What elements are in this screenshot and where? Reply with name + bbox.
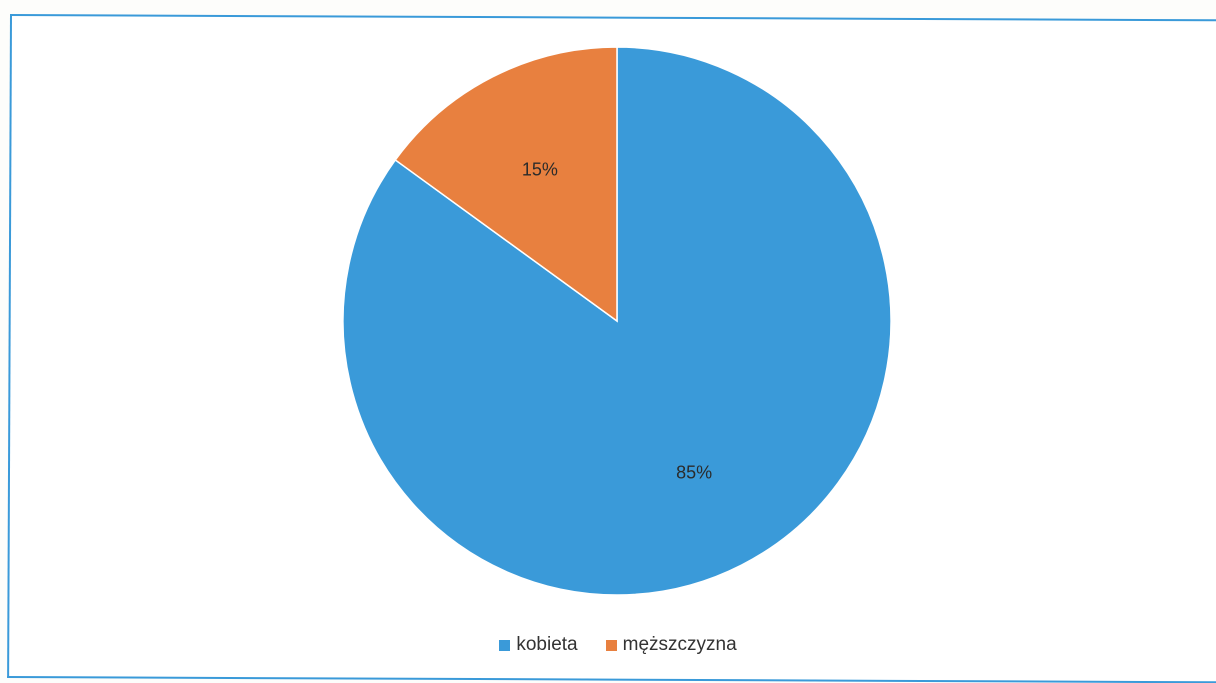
data-label-kobieta: 85%	[676, 462, 712, 482]
legend: kobieta męższczyzna	[0, 634, 1216, 656]
legend-item-mezszczyzna: męższczyzna	[605, 634, 737, 656]
legend-label-kobieta: kobieta	[516, 634, 578, 655]
legend-label-mezszczyzna: męższczyzna	[622, 634, 737, 655]
legend-item-kobieta: kobieta	[499, 634, 578, 656]
data-label-mezszczyzna: 15%	[522, 160, 558, 180]
pie-slice-mezszczyzna	[394, 46, 618, 323]
legend-swatch-mezszczyzna	[605, 639, 617, 651]
legend-swatch-kobieta	[499, 639, 511, 651]
